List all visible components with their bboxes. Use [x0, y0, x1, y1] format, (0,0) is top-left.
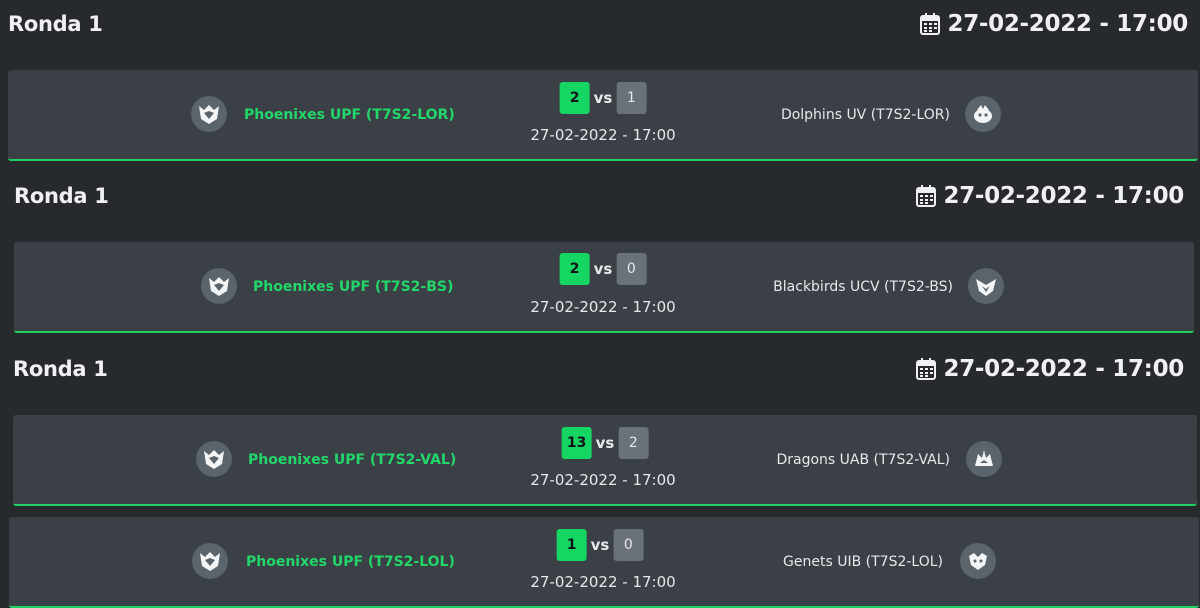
- home-score-badge: 2: [559, 82, 590, 114]
- home-score-badge: 13: [561, 427, 592, 459]
- calendar-icon: [919, 13, 940, 35]
- score-row: 2 vs 0: [559, 253, 647, 285]
- round-date-text: 27-02-2022 - 17:00: [947, 11, 1189, 37]
- home-team-name[interactable]: Phoenixes UPF (T7S2-BS): [253, 279, 454, 295]
- round-title: Ronda 1: [13, 357, 108, 381]
- round-title: Ronda 1: [8, 12, 103, 36]
- home-team-name[interactable]: Phoenixes UPF (T7S2-LOL): [246, 554, 455, 570]
- away-score-badge: 2: [618, 427, 649, 459]
- match-date: 27-02-2022 - 17:00: [530, 298, 676, 316]
- away-score-badge: 0: [616, 253, 647, 285]
- vs-label: vs: [595, 434, 615, 452]
- calendar-icon: [915, 358, 936, 380]
- home-team-name[interactable]: Phoenixes UPF (T7S2-LOR): [244, 107, 455, 123]
- round-date: 27-02-2022 - 17:00: [919, 11, 1189, 37]
- away-team-name[interactable]: Dolphins UV (T7S2-LOR): [780, 107, 950, 123]
- phoenixes-logo-icon: [191, 96, 227, 132]
- away-score-badge: 0: [613, 529, 644, 561]
- score-row: 2 vs 1: [559, 82, 647, 114]
- home-score-badge: 2: [559, 253, 590, 285]
- vs-label: vs: [590, 536, 610, 554]
- away-score-badge: 1: [616, 82, 647, 114]
- round-date: 27-02-2022 - 17:00: [915, 183, 1185, 209]
- round-title: Ronda 1: [14, 184, 109, 208]
- score-row: 1 vs 0: [556, 529, 644, 561]
- match-card[interactable]: Phoenixes UPF (T7S2-LOR) 2 vs 1 27-02-20…: [8, 70, 1198, 161]
- round-header: Ronda 1 27-02-2022 - 17:00: [8, 4, 1188, 44]
- match-date: 27-02-2022 - 17:00: [530, 471, 676, 489]
- match-card[interactable]: Phoenixes UPF (T7S2-LOL) 1 vs 0 27-02-20…: [9, 517, 1199, 608]
- match-card[interactable]: Phoenixes UPF (T7S2-BS) 2 vs 0 27-02-202…: [14, 242, 1194, 333]
- blackbirds-logo-icon: [968, 268, 1004, 304]
- home-team-name[interactable]: Phoenixes UPF (T7S2-VAL): [248, 452, 457, 468]
- home-score-badge: 1: [556, 529, 587, 561]
- away-team-name[interactable]: Genets UIB (T7S2-LOL): [783, 554, 943, 570]
- genets-logo-icon: [960, 543, 996, 579]
- dragons-logo-icon: [966, 441, 1002, 477]
- dolphins-logo-icon: [965, 96, 1001, 132]
- away-team-name[interactable]: Dragons UAB (T7S2-VAL): [776, 452, 950, 468]
- match-date: 27-02-2022 - 17:00: [530, 573, 676, 591]
- vs-label: vs: [593, 260, 613, 278]
- round-date: 27-02-2022 - 17:00: [915, 356, 1185, 382]
- round-date-text: 27-02-2022 - 17:00: [943, 356, 1185, 382]
- round-date-text: 27-02-2022 - 17:00: [943, 183, 1185, 209]
- match-date: 27-02-2022 - 17:00: [530, 126, 676, 144]
- phoenixes-logo-icon: [201, 268, 237, 304]
- away-team-name[interactable]: Blackbirds UCV (T7S2-BS): [773, 279, 953, 295]
- match-card[interactable]: Phoenixes UPF (T7S2-VAL) 13 vs 2 27-02-2…: [13, 415, 1197, 506]
- round-header: Ronda 1 27-02-2022 - 17:00: [14, 176, 1184, 216]
- calendar-icon: [915, 185, 936, 207]
- phoenixes-logo-icon: [192, 543, 228, 579]
- phoenixes-logo-icon: [196, 441, 232, 477]
- score-row: 13 vs 2: [561, 427, 649, 459]
- vs-label: vs: [593, 89, 613, 107]
- round-header: Ronda 1 27-02-2022 - 17:00: [13, 349, 1184, 389]
